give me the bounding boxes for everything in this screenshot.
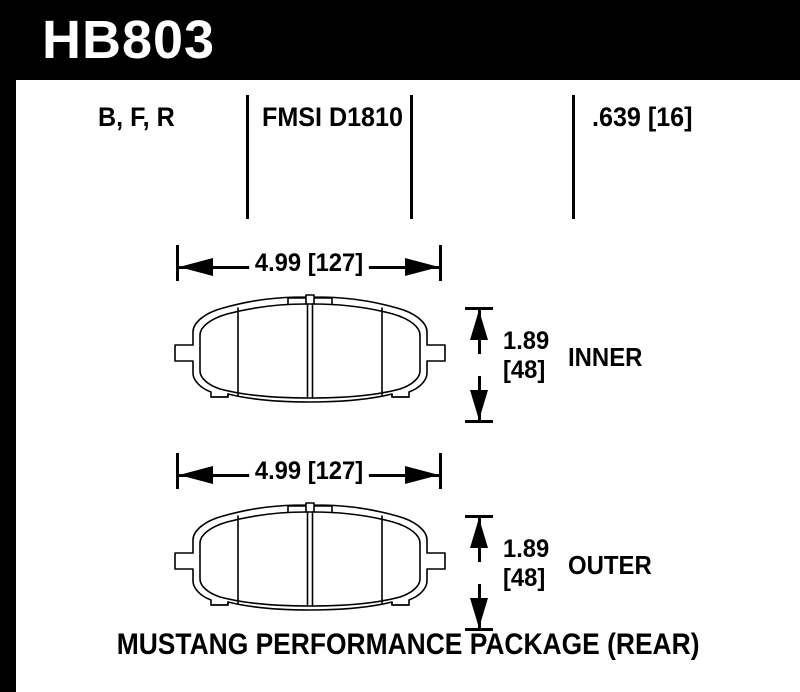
info-row: B, F, R FMSI D1810 .639 [16] (0, 80, 800, 220)
divider-rule (572, 95, 575, 219)
dimension-shaft (361, 474, 439, 477)
pad-position-label: OUTER (568, 550, 652, 580)
arrow-down-icon (470, 598, 488, 628)
pad-position-label: INNER (568, 342, 643, 372)
arrow-up-icon (470, 518, 488, 548)
width-dimension: 4.99 [127] (176, 453, 442, 497)
arrow-right-icon (405, 466, 439, 484)
height-dimension-label: 1.89 [48] (503, 535, 549, 593)
arrow-left-icon (179, 258, 213, 276)
width-dimension-label: 4.99 [127] (249, 457, 369, 486)
dimension-shaft (361, 266, 439, 269)
extension-line (176, 245, 179, 281)
width-dimension-label: 4.99 [127] (249, 249, 369, 278)
divider-rule (246, 95, 249, 219)
height-dimension (465, 307, 493, 423)
dimension-shaft (179, 474, 257, 477)
height-mm: [48] (503, 564, 546, 592)
dimension-shaft (179, 266, 257, 269)
application-caption-text: MUSTANG PERFORMANCE PACKAGE (REAR) (116, 628, 700, 661)
arrow-right-icon (405, 258, 439, 276)
arrow-down-icon (470, 390, 488, 420)
page-title: HB803 (42, 10, 216, 70)
extension-line (439, 453, 442, 489)
fmsi-number: FMSI D1810 (262, 102, 403, 132)
divider-rule (410, 95, 413, 219)
brake-pad-drawing (174, 502, 446, 611)
extension-line (465, 307, 493, 310)
height-dimension-label: 1.89 [48] (503, 327, 549, 385)
extension-line (465, 420, 493, 423)
extension-line (465, 628, 493, 631)
extension-line (439, 245, 442, 281)
arrow-left-icon (179, 466, 213, 484)
pad-block-inner: 4.99 [127] (0, 235, 800, 450)
left-border-spine (0, 0, 16, 692)
height-inches: 1.89 (503, 535, 550, 563)
brake-pad-drawing (174, 294, 446, 403)
height-inches: 1.89 (503, 327, 550, 355)
width-dimension: 4.99 [127] (176, 245, 442, 289)
height-dimension (465, 515, 493, 631)
header-bar (0, 0, 800, 80)
extension-line (465, 515, 493, 518)
application-caption: MUSTANG PERFORMANCE PACKAGE (REAR) (16, 628, 800, 662)
compound-codes: B, F, R (98, 102, 175, 132)
arrow-up-icon (470, 310, 488, 340)
thickness-value: .639 [16] (592, 102, 693, 132)
extension-line (176, 453, 179, 489)
pad-block-outer: 4.99 [127] 1.89 (0, 443, 800, 658)
height-mm: [48] (503, 356, 546, 384)
